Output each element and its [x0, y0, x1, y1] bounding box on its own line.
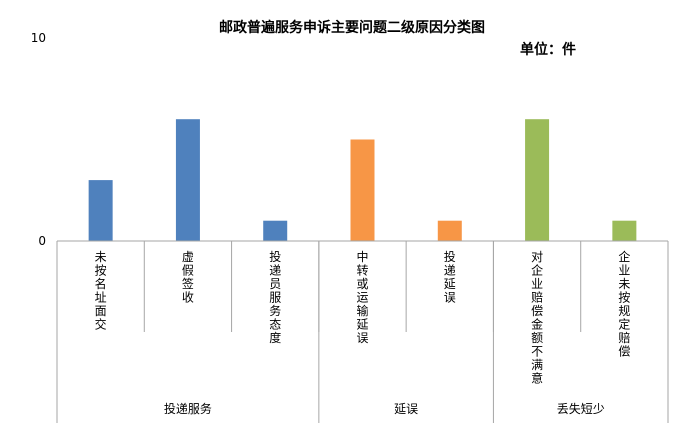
unit-label: 单位：件 — [520, 41, 576, 58]
bar — [263, 220, 288, 241]
bar — [525, 119, 550, 241]
bar — [612, 220, 637, 241]
x-tick-label: 企业未按规定赔偿 — [618, 249, 630, 359]
x-tick-label: 对企业赔偿金额不满意 — [531, 250, 543, 386]
group-label: 丢失短少 — [557, 401, 605, 416]
y-tick-label: 0 — [38, 234, 46, 248]
y-tick-label: 10 — [31, 31, 46, 45]
x-tick-label: 投递延误 — [444, 249, 456, 305]
group-label: 延误 — [394, 402, 418, 416]
x-tick-label: 投递员服务态度 — [269, 249, 281, 345]
bar — [175, 119, 200, 241]
plot-area: 0 10 未按名址面交 虚假签收 投递员服务态度 中转或运输延误 投递延误 对企业赔偿金额不满… — [31, 31, 669, 423]
x-tick-label: 中转或运输延误 — [356, 249, 368, 345]
bar — [437, 220, 462, 241]
group-label: 投递服务 — [164, 401, 212, 416]
bar — [350, 139, 375, 241]
chart-title: 邮政普遍服务申诉主要问题二级原因分类图 — [219, 19, 485, 36]
x-tick-label: 虚假签收 — [182, 250, 194, 305]
x-tick-label: 未按名址面交 — [95, 250, 107, 332]
bar — [88, 180, 113, 241]
